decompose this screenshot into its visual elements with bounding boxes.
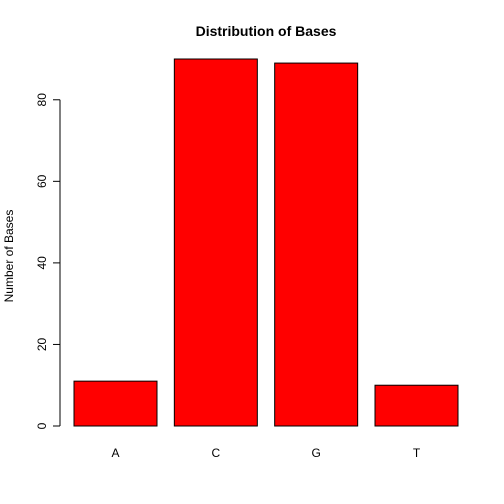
- bar-t: [374, 384, 459, 427]
- y-tick-label: 0: [35, 422, 49, 429]
- y-tick-label: 20: [35, 337, 49, 351]
- y-tick-label: 40: [35, 256, 49, 270]
- category-label-c: C: [211, 446, 220, 460]
- bar-c: [173, 58, 258, 427]
- bar-g: [274, 62, 359, 427]
- chart-title: Distribution of Bases: [196, 23, 337, 39]
- y-axis: 0 20 40 60 80: [35, 93, 61, 429]
- y-tick-label: 80: [35, 93, 49, 107]
- y-axis-label: Number of Bases: [2, 210, 16, 303]
- category-label-a: A: [111, 446, 119, 460]
- bars-group: [73, 58, 459, 427]
- category-label-g: G: [311, 446, 320, 460]
- y-tick-label: 60: [35, 174, 49, 188]
- category-label-t: T: [413, 446, 421, 460]
- bar-a: [73, 380, 158, 427]
